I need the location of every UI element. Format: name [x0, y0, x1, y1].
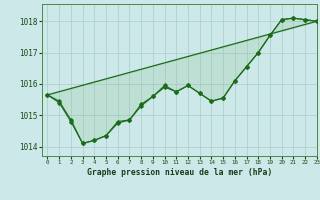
X-axis label: Graphe pression niveau de la mer (hPa): Graphe pression niveau de la mer (hPa) — [87, 168, 272, 177]
